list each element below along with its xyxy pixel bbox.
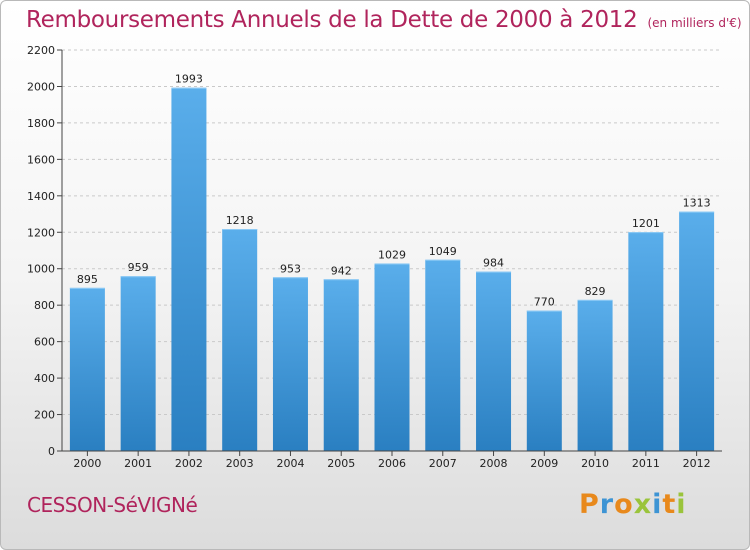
logo-letter: i: [676, 489, 687, 520]
y-tick-label: 1800: [27, 117, 55, 130]
data-label-2012: 1313: [683, 197, 711, 210]
y-tick-label: 1000: [27, 263, 55, 276]
y-tick-label: 2000: [27, 80, 55, 93]
logo-letter: r: [599, 489, 615, 520]
y-tick-label: 2200: [27, 44, 55, 57]
bar-2005[interactable]: [323, 279, 359, 451]
data-label-2006: 1029: [378, 248, 406, 261]
bar-2009[interactable]: [526, 310, 562, 451]
y-tick-label: 1400: [27, 190, 55, 203]
labels: 895 959 1993 1218 953 942 1029 1049 984 770 829 120…: [77, 73, 711, 309]
data-label-2004: 953: [280, 262, 301, 275]
y-tick-label: 400: [34, 372, 55, 385]
logo-letter: P: [579, 489, 600, 520]
bar-2008[interactable]: [476, 271, 512, 451]
bar-2002[interactable]: [171, 87, 207, 451]
data-label-2009: 770: [534, 296, 555, 309]
bar-2006[interactable]: [374, 263, 410, 451]
y-tick-label: 200: [34, 409, 55, 422]
data-label-2003: 1218: [226, 214, 254, 227]
x-tick-label-2003: 2003: [226, 457, 254, 470]
chart-title-text: Remboursements Annuels de la Dette de 20…: [26, 7, 638, 33]
logo-letter: x: [633, 489, 653, 520]
bar-2003[interactable]: [222, 228, 258, 451]
bar-2010[interactable]: [577, 299, 613, 451]
x-tick-label-2008: 2008: [480, 457, 508, 470]
bar-2011[interactable]: [628, 232, 664, 451]
x-tick-label-2007: 2007: [429, 457, 457, 470]
y-tick-label: 1200: [27, 226, 55, 239]
data-label-2008: 984: [483, 257, 504, 270]
x-tick-label-2000: 2000: [73, 457, 101, 470]
commune-name: CESSON-SéVIGNé: [27, 493, 198, 517]
chart-unit: (en milliers d'€): [647, 16, 742, 30]
y-tick-label: 0: [48, 445, 55, 458]
chart-title: Remboursements Annuels de la Dette de 20…: [26, 7, 742, 33]
data-label-2010: 829: [585, 285, 606, 298]
x-tick-label-2010: 2010: [581, 457, 609, 470]
x-tick-label-2009: 2009: [530, 457, 558, 470]
bar-2007[interactable]: [425, 259, 461, 451]
bars: [69, 87, 715, 451]
x-tick-label-2012: 2012: [683, 457, 711, 470]
x-tick-label-2004: 2004: [276, 457, 304, 470]
data-label-2011: 1201: [632, 217, 660, 230]
data-label-2002: 1993: [175, 73, 203, 86]
x-tick-label-2001: 2001: [124, 457, 152, 470]
data-label-2007: 1049: [429, 245, 457, 258]
x-tick-label-2002: 2002: [175, 457, 203, 470]
bar-2000[interactable]: [69, 287, 105, 451]
data-label-2000: 895: [77, 273, 98, 286]
logo-letter: i: [652, 489, 663, 520]
y-tick-label: 600: [34, 336, 55, 349]
data-label-2001: 959: [128, 261, 149, 274]
proxiti-logo[interactable]: Proxiti: [579, 489, 687, 520]
y-tick-label: 800: [34, 299, 55, 312]
x-tick-label-2005: 2005: [327, 457, 355, 470]
x-tick-label-2006: 2006: [378, 457, 406, 470]
y-tick-label: 1600: [27, 153, 55, 166]
bar-2012[interactable]: [679, 211, 715, 451]
logo-letter: t: [662, 489, 677, 520]
x-tick-label-2011: 2011: [632, 457, 660, 470]
logo-letter: o: [614, 489, 634, 520]
data-label-2005: 942: [331, 264, 352, 277]
axes: 0 200 400 600 800 1000 1200 1400 1600 1800 2000 220…: [27, 44, 722, 470]
bar-2001[interactable]: [120, 276, 156, 451]
bar-2004[interactable]: [272, 277, 308, 451]
